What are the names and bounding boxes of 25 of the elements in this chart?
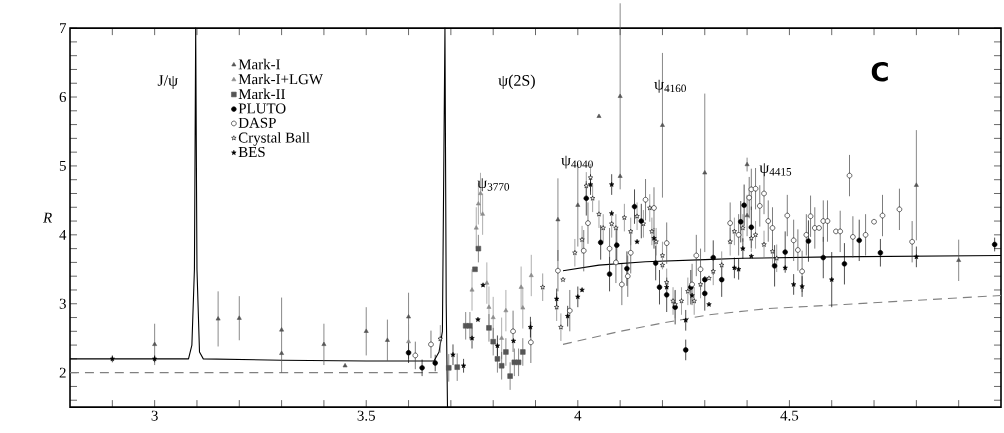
- annotation: ψ$_{4040}$: [561, 155, 593, 169]
- text: C: [871, 61, 888, 82]
- legend-label: Mark-I+LGW: [238, 73, 323, 85]
- legend-label: Mark-I: [238, 58, 281, 70]
- legend-label: Crystal Ball: [238, 132, 310, 146]
- y-tick-label: 6: [59, 91, 67, 102]
- x-tick-label: 4.5: [780, 410, 799, 421]
- annotation: ψ$_{4160}$: [654, 79, 686, 93]
- y-axis-title: R: [42, 212, 52, 223]
- x-tick-label: 3: [151, 410, 158, 421]
- y-tick-label: 2: [59, 367, 66, 378]
- annotation: ψ$_{4415}$: [759, 163, 792, 177]
- y-tick-label: 3: [59, 298, 66, 309]
- legend-label: PLUTO: [238, 103, 286, 114]
- y-tick-label: 5: [59, 160, 66, 171]
- y-tick-label: 4: [59, 229, 67, 240]
- legend-label: BES: [238, 146, 265, 157]
- annotation: ψ(2S): [498, 74, 535, 89]
- y-tick-label: 7: [60, 23, 67, 33]
- legend-label: Mark-II: [238, 88, 286, 99]
- annotation: J/ψ: [157, 75, 178, 89]
- legend-label: DASP: [238, 117, 276, 128]
- x-tick-label: 4: [574, 410, 582, 421]
- x-tick-label: 3.5: [357, 410, 375, 421]
- annotation: ψ$_{3770}$: [477, 178, 510, 192]
